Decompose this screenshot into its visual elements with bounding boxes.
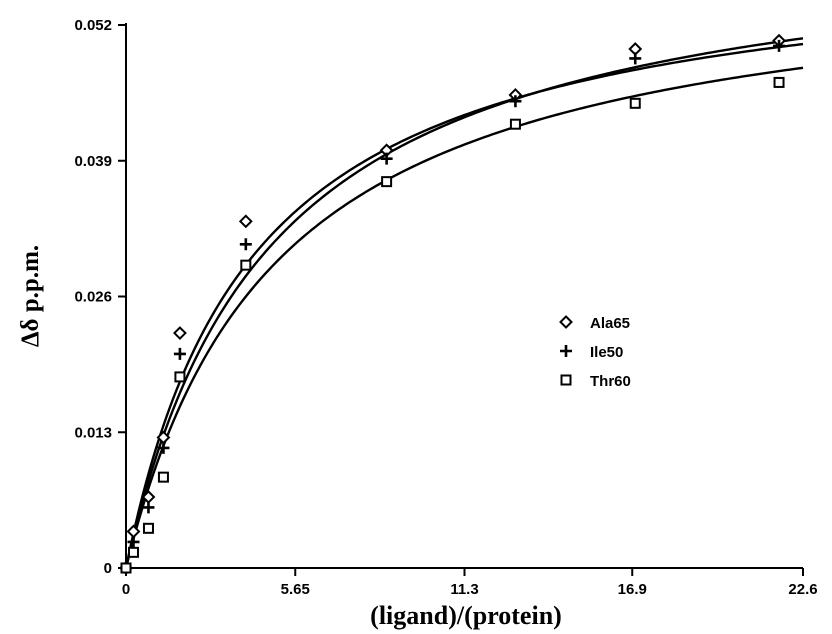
data-point-ile50 bbox=[629, 52, 642, 65]
data-point-thr60 bbox=[381, 176, 393, 188]
data-point-thr60 bbox=[127, 546, 139, 558]
data-point-ile50 bbox=[127, 535, 140, 548]
x-axis-title: (ligand)/(protein) bbox=[370, 601, 562, 630]
data-point-thr60 bbox=[142, 522, 154, 534]
x-tick-label: 5.65 bbox=[281, 581, 310, 598]
data-point-ile50 bbox=[239, 238, 252, 251]
fit-curves bbox=[124, 37, 804, 569]
data-point-thr60 bbox=[120, 562, 132, 574]
legend-marker-ala65 bbox=[559, 315, 573, 329]
data-point-ile50 bbox=[509, 95, 522, 108]
x-tick-label: 11.3 bbox=[450, 581, 478, 598]
x-tick-label: 16.9 bbox=[618, 581, 647, 598]
legend-label-thr60: Thr60 bbox=[590, 373, 631, 390]
legend-label-ile50: Ile50 bbox=[590, 344, 623, 361]
legend-marker-ile50 bbox=[560, 345, 572, 357]
axes: 0 0.013 0.026 0.039 0.052 0 5.65 11.3 16.9 22.6 bbox=[74, 17, 817, 598]
data-point-ile50 bbox=[773, 39, 786, 52]
x-tick-label: 22.6 bbox=[788, 581, 817, 598]
legend: Ala65 Ile50 Thr60 bbox=[559, 315, 631, 390]
data-point-thr60 bbox=[773, 76, 785, 88]
data-point-thr60 bbox=[629, 97, 641, 109]
data-point-thr60 bbox=[174, 371, 186, 383]
y-tick-label: 0.026 bbox=[74, 289, 112, 306]
fit-curve-ile50 bbox=[124, 37, 804, 569]
legend-marker-thr60 bbox=[560, 374, 572, 386]
legend-label-ala65: Ala65 bbox=[590, 315, 630, 332]
y-tick-label: 0.052 bbox=[74, 17, 112, 34]
data-point-ile50 bbox=[173, 347, 186, 360]
y-tick-label: 0 bbox=[104, 560, 112, 577]
y-axis-title: Δδ p.p.m. bbox=[17, 245, 44, 347]
y-tick-label: 0.013 bbox=[74, 424, 112, 441]
data-point-ile50 bbox=[157, 441, 170, 454]
data-point-ala65 bbox=[238, 214, 253, 229]
y-tick-label: 0.039 bbox=[74, 153, 112, 170]
data-points bbox=[119, 33, 786, 575]
data-point-ile50 bbox=[142, 501, 155, 514]
fit-curve-thr60 bbox=[124, 66, 804, 569]
data-point-thr60 bbox=[240, 259, 252, 271]
data-point-ile50 bbox=[380, 152, 393, 165]
data-point-ala65 bbox=[173, 326, 187, 340]
data-point-thr60 bbox=[509, 118, 521, 130]
fit-curve-ala65 bbox=[124, 42, 804, 569]
data-point-thr60 bbox=[157, 471, 169, 483]
x-tick-label: 0 bbox=[122, 581, 130, 598]
